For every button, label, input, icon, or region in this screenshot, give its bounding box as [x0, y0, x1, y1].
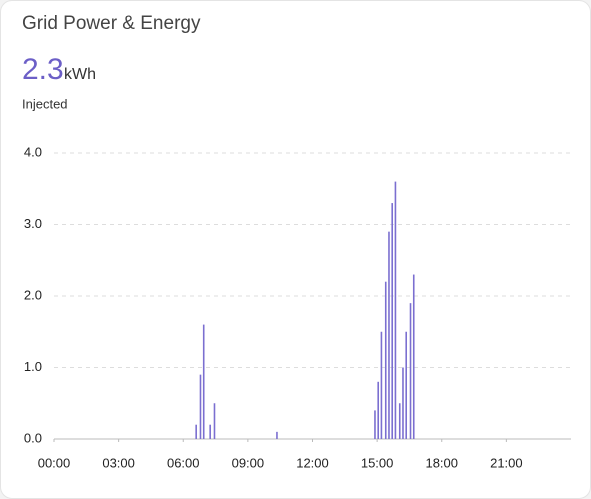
bar [409, 303, 412, 439]
bar [398, 403, 401, 439]
bar [402, 367, 404, 439]
x-tick-label: 03:00 [102, 455, 135, 470]
bar [388, 231, 390, 439]
y-tick-label: 0.0 [24, 430, 42, 445]
bar [213, 403, 216, 439]
y-tick-label: 4.0 [24, 144, 42, 159]
bar [202, 324, 205, 439]
total-value: 2.3 [22, 53, 64, 86]
y-tick-label: 1.0 [24, 359, 42, 374]
x-tick-label: 06:00 [167, 455, 200, 470]
card-title: Grid Power & Energy [22, 13, 201, 34]
x-tick-label: 00:00 [38, 455, 71, 470]
bar [377, 381, 380, 439]
x-tick-label: 18:00 [425, 455, 458, 470]
y-tick-label: 3.0 [24, 216, 42, 231]
bar [195, 424, 197, 439]
bar [391, 203, 394, 439]
bar [380, 331, 383, 439]
y-tick-label: 2.0 [24, 287, 42, 302]
total-unit: kWh [64, 66, 96, 83]
bar [384, 281, 387, 439]
bar [412, 274, 415, 439]
x-tick-label: 15:00 [361, 455, 394, 470]
bar [276, 431, 278, 439]
x-tick-label: 12:00 [296, 455, 329, 470]
bar [394, 181, 397, 439]
bar [405, 331, 408, 439]
x-tick-label: 09:00 [232, 455, 265, 470]
bar [374, 410, 376, 439]
bar [199, 374, 202, 439]
bar [209, 424, 211, 439]
x-tick-label: 21:00 [490, 455, 523, 470]
subtitle: Injected [22, 96, 68, 111]
